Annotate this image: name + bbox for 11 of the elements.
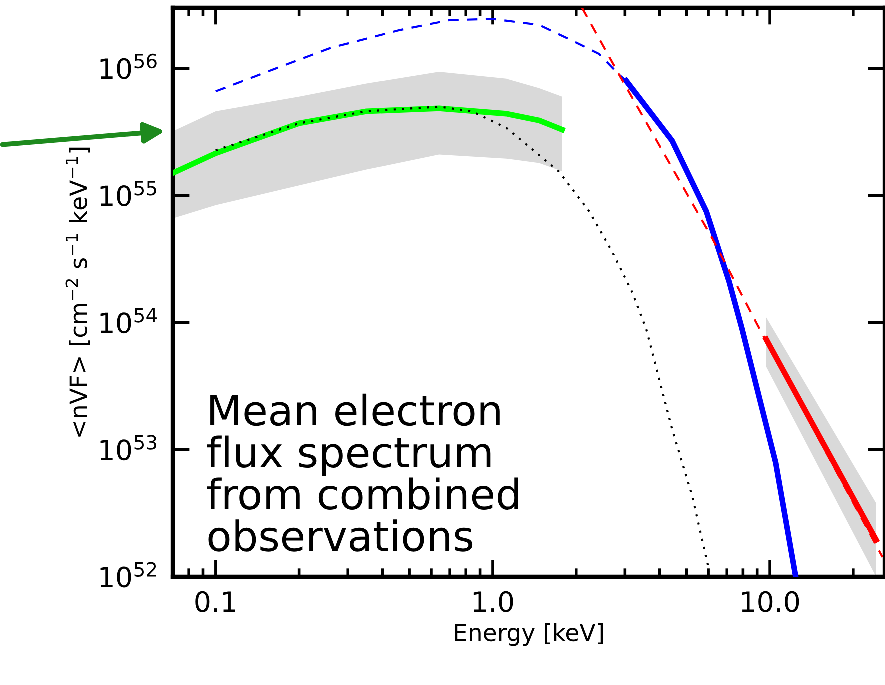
annotation: Mean electron flux spectrum from combined observations [207,394,518,552]
y-tick-label: 10$^{52}$ [100,562,156,588]
y-tick-label: 10$^{56}$ [100,54,157,80]
x-tick-label: 0.1 [196,591,236,612]
x-tick-label: 1.0 [474,591,514,612]
y-tick-label: 10$^{54}$ [100,308,157,334]
y-tick-label: 10$^{55}$ [100,181,156,206]
x-axis-title: Energy [keV] [455,623,604,646]
y-axis-title: <nVF> [cm$^{−2}$ s$^{−1}$ keV$^{−1}$] [66,148,90,437]
y-tick-label: 10$^{53}$ [100,435,157,461]
x-tick-label: 10.0 [742,591,800,612]
